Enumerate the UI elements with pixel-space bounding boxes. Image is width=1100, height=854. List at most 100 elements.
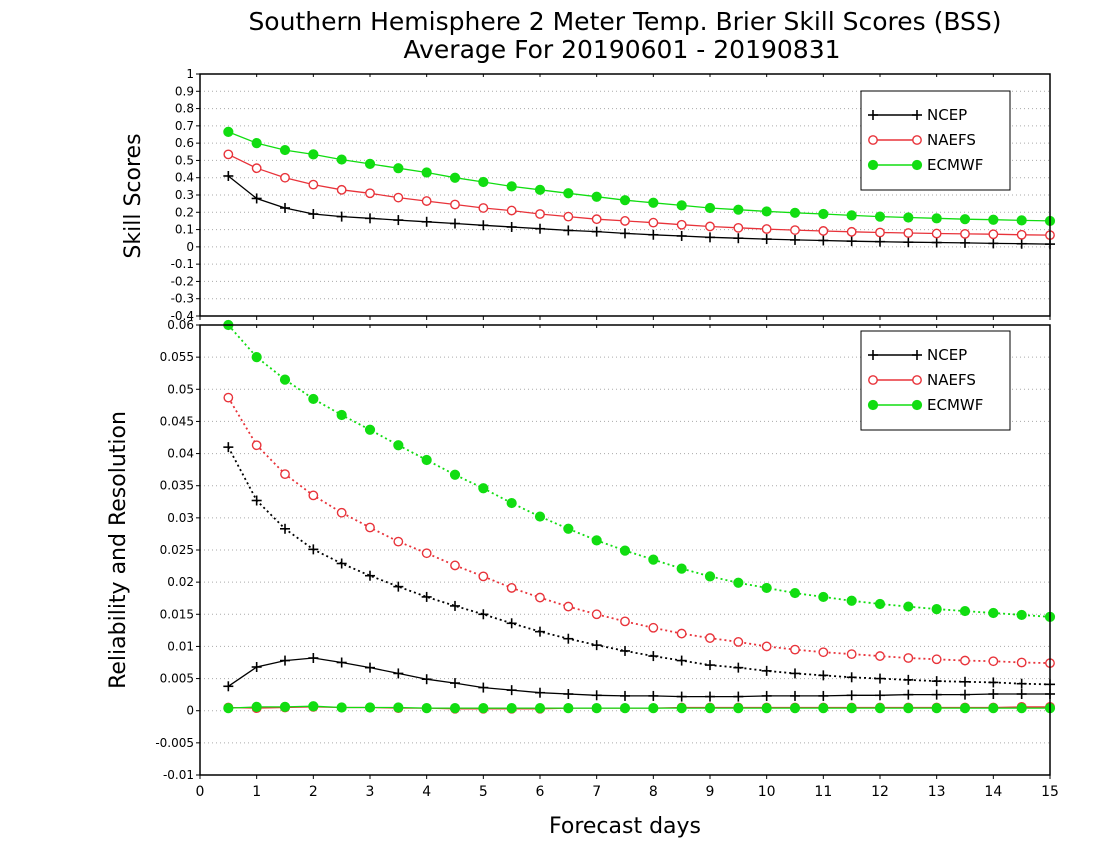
y-tick-label: 0.6 [175, 136, 194, 150]
data-point [704, 202, 716, 214]
data-point [591, 609, 602, 620]
data-point [1016, 703, 1027, 714]
data-point [959, 214, 971, 225]
data-point [818, 208, 829, 220]
legend: NCEP NAEFS ECMWF [860, 90, 1011, 191]
x-tick-label: 5 [479, 784, 488, 800]
legend-marker [868, 375, 878, 385]
data-point [535, 209, 545, 219]
data-point [421, 196, 432, 206]
data-point [874, 703, 886, 714]
data-point [563, 188, 574, 199]
series-line [227, 324, 1051, 618]
y-tick-label: 0.2 [175, 205, 194, 219]
data-point [506, 583, 517, 593]
data-point [648, 554, 659, 565]
series-naefs-resolution [223, 392, 1055, 669]
data-point [506, 205, 517, 216]
legend-entry-ecmwf: ECMWF [867, 156, 983, 174]
data-point [761, 582, 772, 594]
data-point [818, 703, 829, 714]
data-point [280, 172, 290, 183]
data-point [478, 203, 489, 213]
data-point [676, 563, 687, 574]
y-tick-label: 0.005 [160, 672, 194, 686]
data-point [931, 213, 942, 224]
y-tick-label: 0.1 [175, 223, 194, 237]
series-ncep-resolution [223, 442, 1055, 690]
legend: NCEP NAEFS ECMWF [860, 330, 1011, 431]
data-point [450, 560, 460, 571]
y-tick-label: -0.005 [155, 736, 194, 750]
data-point [534, 184, 546, 195]
data-point [450, 199, 460, 210]
data-point [790, 225, 800, 235]
y-tick-label: 0.045 [160, 414, 194, 428]
data-point [308, 179, 319, 190]
y-tick-label: 0.4 [175, 171, 194, 185]
chart-subtitle: Average For 20190601 - 20190831 [403, 35, 840, 64]
data-point [903, 703, 914, 714]
series-line [227, 397, 1051, 664]
x-tick-label: 12 [871, 784, 889, 800]
data-point [421, 167, 432, 178]
data-point [903, 601, 914, 612]
data-point [251, 163, 262, 174]
data-point [308, 701, 319, 712]
data-point [705, 633, 715, 643]
y-tick-label: 0.8 [175, 102, 194, 116]
data-point [449, 172, 461, 183]
y-tick-label: 0.7 [175, 119, 194, 133]
data-point [620, 616, 630, 627]
data-point [676, 200, 687, 211]
data-point [875, 651, 885, 661]
data-point [931, 228, 942, 239]
series-naefs [223, 149, 1055, 241]
data-point [960, 655, 970, 666]
legend-marker [912, 375, 922, 385]
data-point [336, 154, 347, 165]
x-tick-label: 14 [984, 784, 1002, 800]
data-point [988, 703, 999, 714]
data-point [336, 702, 347, 713]
data-point [308, 490, 319, 501]
legend-label: NAEFS [927, 131, 976, 149]
data-point [478, 703, 489, 714]
x-tick-label: 4 [422, 784, 431, 800]
x-tick-label: 1 [252, 784, 261, 800]
data-point [279, 701, 291, 712]
data-point [620, 216, 630, 226]
data-point [761, 224, 772, 234]
data-point [279, 144, 291, 156]
data-point [365, 188, 375, 199]
y-tick-label: 0.5 [175, 153, 194, 167]
series-line [227, 657, 1050, 698]
data-point [393, 702, 404, 713]
series-line [227, 446, 1051, 686]
data-point [534, 703, 546, 714]
legend-marker [868, 135, 878, 145]
series-ecmwf-resolution [223, 319, 1056, 622]
plot-frame [199, 73, 1051, 317]
y-tick-label: 0 [186, 240, 194, 254]
chart-title: Southern Hemisphere 2 Meter Temp. Brier … [248, 7, 1001, 36]
x-axis-title: Forecast days [549, 814, 701, 839]
y-tick-label: 0.015 [160, 607, 194, 621]
x-tick-label: 6 [536, 784, 545, 800]
data-point [988, 229, 999, 240]
data-point [364, 158, 376, 169]
data-point [676, 219, 687, 230]
data-point [364, 702, 376, 713]
legend-marker [911, 159, 923, 171]
x-tick-label: 3 [366, 784, 375, 800]
data-point [988, 656, 999, 667]
y-tick-label: 0.04 [167, 447, 194, 461]
data-point [251, 440, 262, 451]
data-point [875, 227, 885, 238]
y-axis-title-skill-scores: Skill Scores [121, 133, 146, 258]
x-tick-label: 13 [928, 784, 946, 800]
series-ecmwf-reliability [223, 701, 1056, 714]
data-point [563, 601, 574, 612]
data-point [733, 703, 744, 714]
